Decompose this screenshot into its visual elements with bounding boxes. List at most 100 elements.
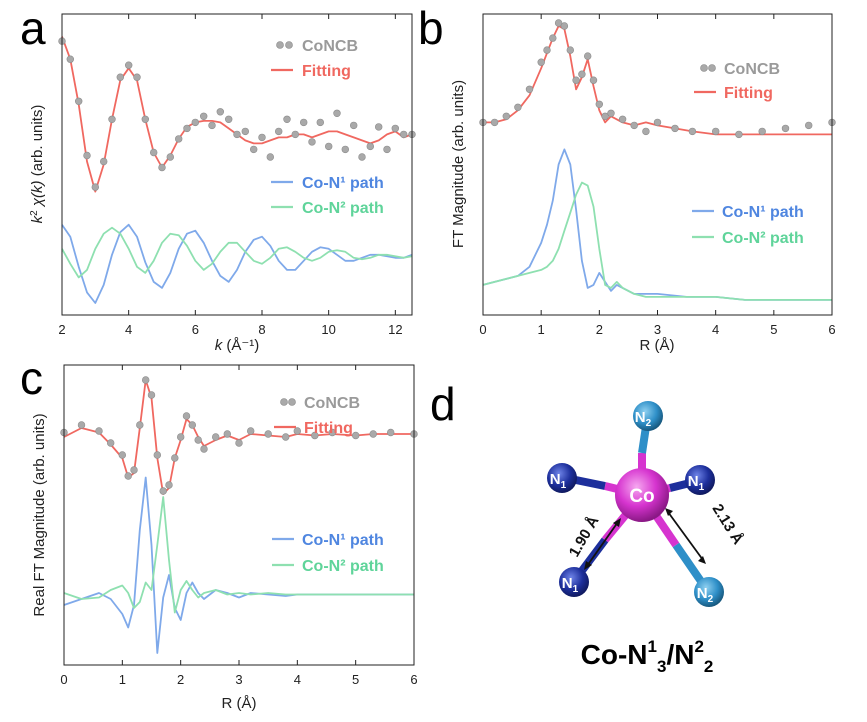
bond-length-label-2: 2.13 Å	[709, 501, 747, 548]
panel-b-frame	[482, 13, 833, 316]
panel-c-chart: 0 1 2 3 4 5 6 R (Å) Real FT Magnitude (arb. un…	[31, 364, 418, 712]
panel-a-legend: CoNCB Fitting Co-N¹ path Co-N² path	[271, 38, 384, 217]
formula-subscript: 3	[657, 657, 666, 676]
series-line-co-n-path	[63, 476, 414, 654]
series-line-co-n-path	[61, 226, 413, 279]
data-point	[514, 103, 522, 112]
atom-subscript: 2	[646, 418, 652, 429]
panel-a-xlabel-k: k	[215, 337, 224, 354]
data-point	[235, 439, 243, 447]
panel-b-series	[479, 19, 836, 301]
data-point	[223, 430, 232, 438]
data-point	[549, 34, 557, 42]
n1-atom-left-label: N1	[550, 471, 567, 491]
panel-letter-d: d	[430, 378, 456, 430]
x-tick-label: 8	[258, 322, 265, 337]
legend-fitting: Fitting	[724, 85, 773, 102]
x-tick-label: 0	[60, 672, 67, 687]
data-point	[150, 148, 158, 157]
atom-symbol: N	[635, 409, 646, 426]
atom-subscript: 1	[699, 482, 705, 493]
panel-d-structure: 1.90 Å 2.13 Å Co N2 N1 N1 N1 N2 Co-N13/N…	[547, 401, 747, 676]
series-line-co-n-path	[482, 148, 832, 301]
x-tick-label: 2	[596, 322, 603, 337]
n2-atom-bottom-label: N2	[697, 585, 714, 605]
data-point	[116, 73, 125, 81]
data-point	[350, 121, 358, 130]
data-point	[804, 121, 813, 130]
data-point	[208, 121, 216, 130]
arrow-line	[667, 511, 704, 561]
x-tick-label: 2	[58, 322, 65, 337]
atom-symbol: N	[550, 471, 561, 488]
data-point	[525, 85, 534, 94]
formula-part: /N	[666, 639, 694, 670]
atom-subscript: 1	[573, 584, 579, 595]
x-tick-label: 1	[538, 322, 545, 337]
legend-path1: Co-N¹ path	[722, 204, 804, 221]
data-point	[266, 153, 274, 161]
data-point	[74, 97, 83, 106]
data-point	[118, 451, 127, 459]
atom-subscript: 1	[561, 480, 567, 491]
data-point	[671, 124, 679, 133]
x-tick-label: 4	[712, 322, 719, 337]
data-point	[607, 109, 615, 118]
data-point	[311, 431, 319, 440]
data-point	[188, 421, 197, 429]
data-point	[325, 142, 333, 151]
x-tick-label: 0	[479, 322, 486, 337]
panel-a-ylabel-k: k	[29, 214, 46, 223]
arrow-head	[584, 561, 592, 570]
legend-marker-data	[276, 41, 284, 49]
data-point	[653, 118, 662, 127]
data-point	[618, 115, 627, 124]
legend-path1: Co-N¹ path	[302, 175, 384, 192]
data-point	[99, 157, 108, 166]
data-point	[282, 433, 290, 441]
data-point	[291, 130, 299, 139]
data-point	[264, 430, 272, 438]
legend-marker-data	[288, 398, 296, 406]
atom-subscript: 2	[708, 594, 714, 605]
panel-a-chart: 2 4 6 8 10 12 k (Å⁻¹) k2 χ(k) (arb. units) Co…	[29, 13, 416, 354]
data-point	[183, 124, 191, 133]
x-tick-label: 4	[125, 322, 132, 337]
data-point	[300, 118, 308, 127]
data-point	[212, 433, 220, 441]
panel-c-frame	[63, 364, 415, 666]
data-point	[537, 58, 545, 66]
panel-a-ylabel-exp: 2	[29, 210, 40, 216]
data-point	[642, 127, 650, 136]
panel-letter-c: c	[20, 352, 43, 404]
series-line-co-n-path	[61, 223, 413, 304]
panel-b-xlabel: R (Å)	[640, 337, 675, 354]
data-point	[106, 439, 115, 447]
series-line-fitting	[61, 36, 413, 193]
panel-c-series	[60, 376, 418, 654]
x-tick-label: 6	[828, 322, 835, 337]
legend-concb: CoNCB	[304, 395, 360, 412]
arrow-head	[698, 556, 706, 564]
data-point	[595, 100, 603, 109]
data-point	[141, 115, 150, 124]
legend-marker-data	[708, 64, 716, 72]
data-point	[194, 436, 202, 444]
arrow-head	[665, 508, 673, 516]
data-point	[191, 118, 200, 127]
arrow-line	[586, 521, 619, 567]
legend-marker-data	[285, 41, 293, 49]
data-point	[566, 46, 574, 54]
x-tick-label: 4	[294, 672, 301, 687]
data-point	[133, 73, 141, 81]
data-point	[366, 142, 374, 151]
data-point	[283, 115, 291, 124]
panel-a-ylabel-units: (arb. units)	[29, 105, 46, 181]
data-point	[147, 391, 156, 399]
panel-b-ticks: 0 1 2 3 4 5 6	[479, 14, 836, 337]
data-point	[630, 121, 638, 130]
data-point	[554, 19, 563, 27]
series-line-fitting	[483, 25, 832, 136]
legend-path2: Co-N² path	[302, 200, 384, 217]
